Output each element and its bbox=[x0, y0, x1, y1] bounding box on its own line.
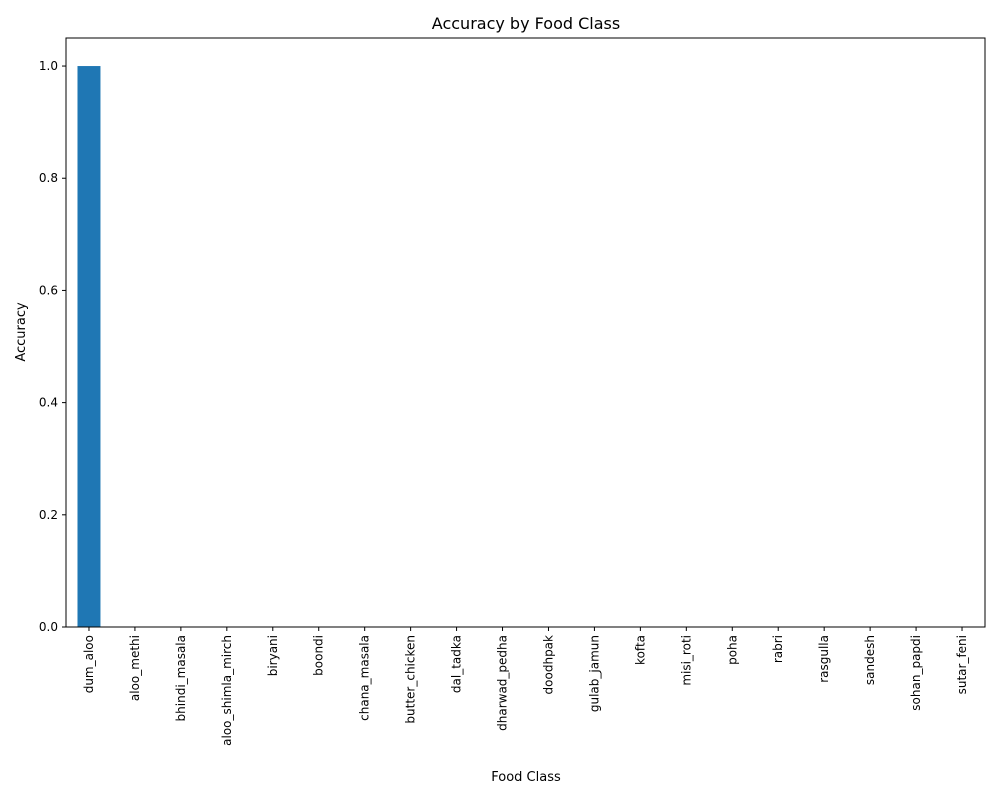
x-tick-label: poha bbox=[725, 635, 739, 665]
y-tick-label: 1.0 bbox=[39, 59, 58, 73]
x-tick-label: sandesh bbox=[863, 635, 877, 685]
plot-frame bbox=[65, 37, 986, 628]
x-tick-label: bhindi_masala bbox=[174, 635, 188, 721]
x-tick-label: chana_masala bbox=[358, 635, 372, 721]
y-axis-label: Accuracy bbox=[14, 302, 29, 362]
x-tick-label: sutar_feni bbox=[955, 635, 969, 694]
y-axis: 0.0 0.2 0.4 0.6 0.8 1.0 bbox=[39, 59, 66, 634]
x-tick-label: misi_roti bbox=[679, 635, 693, 686]
x-tick-label: aloo_methi bbox=[128, 635, 142, 701]
x-axis-label: Food Class bbox=[491, 770, 561, 785]
x-tick-label: rasgulla bbox=[817, 635, 831, 683]
x-tick-label: dal_tadka bbox=[450, 635, 464, 693]
x-tick-label: butter_chicken bbox=[404, 635, 418, 724]
y-tick-label: 0.8 bbox=[39, 171, 58, 185]
x-tick-label: rabri bbox=[771, 635, 785, 663]
x-tick-label: kofta bbox=[633, 635, 647, 665]
x-tick-label: biryani bbox=[266, 635, 280, 676]
bars-group bbox=[77, 66, 101, 628]
bar-dum_aloo bbox=[77, 66, 101, 628]
x-tick-label: dharwad_pedha bbox=[496, 635, 510, 731]
x-tick-label: sohan_papdi bbox=[909, 635, 923, 711]
y-tick-label: 0.6 bbox=[39, 283, 58, 297]
y-tick-label: 0.0 bbox=[39, 620, 58, 634]
x-tick-label: gulab_jamun bbox=[587, 635, 601, 712]
x-axis: dum_aloo aloo_methi bhindi_masala aloo_shim… bbox=[82, 627, 969, 746]
x-tick-label: dum_aloo bbox=[82, 635, 96, 693]
y-tick-label: 0.2 bbox=[39, 508, 58, 522]
y-tick-label: 0.4 bbox=[39, 396, 58, 410]
x-tick-label: boondi bbox=[312, 635, 326, 676]
x-tick-label: aloo_shimla_mirch bbox=[220, 635, 234, 746]
chart-title: Accuracy by Food Class bbox=[432, 14, 620, 33]
x-tick-label: doodhpak bbox=[541, 635, 555, 694]
